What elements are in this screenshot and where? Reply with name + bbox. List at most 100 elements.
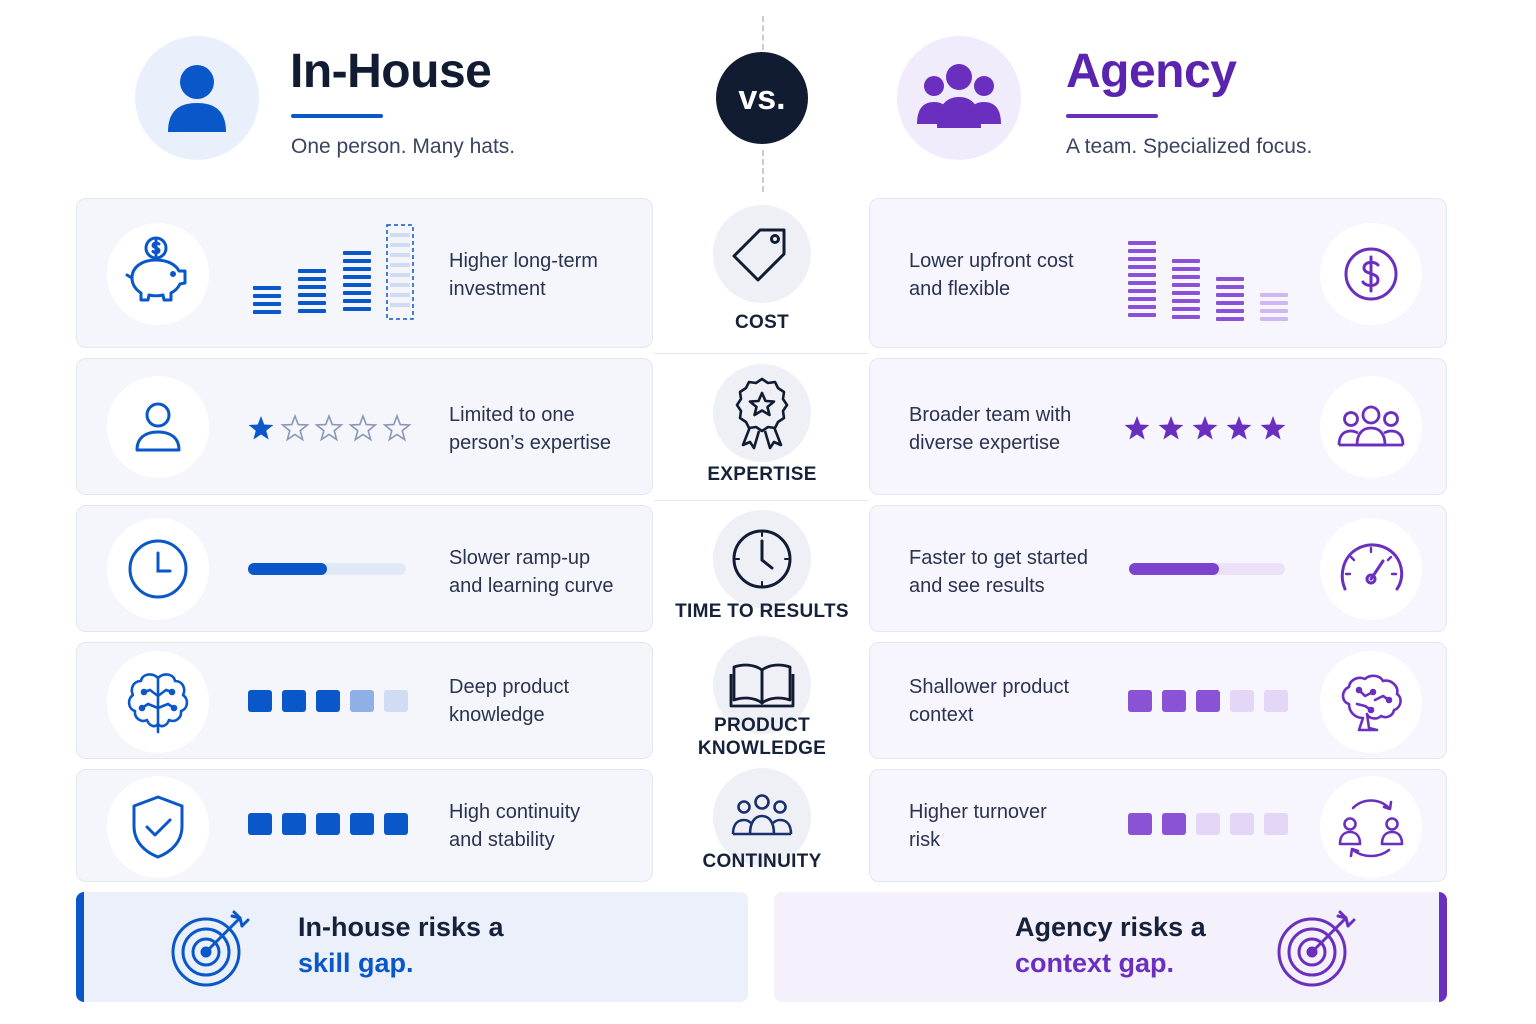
agency-star-2-filled [1158,416,1184,440]
in-house-subtitle: One person. Many hats. [291,135,516,158]
in-house-expertise-line-1: Limited to one [449,404,575,426]
shield-check-icon [132,795,184,859]
in-house-star-4-empty [348,413,378,442]
person-icon [168,65,226,132]
in-house-knowledge-line-1: Deep product [449,676,570,698]
in-house-time-line-1: Slower ramp-up [449,547,591,569]
in-house-expertise-text: Limited to one person’s expertise [449,401,611,457]
agency-cost-line-2: and flexible [909,278,1011,300]
agency-cost-line-1: Lower upfront cost [909,250,1074,272]
agency-time-line-1: Faster to get started [909,547,1088,569]
agency-continuity-level-square-2 [1162,813,1186,835]
group-icon [731,794,793,836]
agency-cost-bars [1128,241,1288,321]
in-house-time-icon-circle [107,518,209,620]
agency-knowledge-line-1: Shallower product [909,676,1070,698]
agency-star-4-filled [1226,416,1252,440]
agency-subtitle: A team. Specialized focus. [1066,135,1313,158]
top-divider [762,16,764,50]
agency-expertise-line-2: diverse expertise [909,432,1061,454]
agency-continuity-level-square-1 [1128,813,1152,835]
clock-icon [128,539,188,599]
agency-risk-text: Agency risks a context gap. [1015,909,1206,981]
agency-continuity-text: Higher turnover risk [909,798,1047,854]
brain-icon [127,673,189,734]
agency-time-icon-circle [1320,518,1422,620]
in-house-star-3-empty [314,413,344,442]
in-house-cost-line-2: investment [449,278,546,300]
expertise-category-circle [713,364,811,462]
in-house-expertise-card: Limited to one person’s expertise [76,358,653,495]
agency-knowledge-icon-circle [1320,651,1422,753]
agency-risk-banner: Agency risks a context gap. [774,892,1447,1002]
in-house-continuity-level-square-5 [384,813,408,835]
agency-knowledge-level [1128,690,1298,712]
cost-category-circle [713,205,811,303]
in-house-cost-text: Higher long-term investment [449,247,598,303]
in-house-expertise-icon-circle [107,376,209,478]
in-house-risk-text: In-house risks a skill gap. [298,909,504,981]
piggy-bank-icon [125,236,187,302]
dollar-coin-icon [1344,247,1398,301]
agency-continuity-level-square-5 [1264,813,1288,835]
agency-knowledge-level-square-2 [1162,690,1186,712]
price-tag-icon [732,228,786,282]
in-house-knowledge-level-square-5 [384,690,408,712]
in-house-continuity-level-square-2 [282,813,306,835]
expertise-category-label: EXPERTISE [707,464,817,485]
agency-time-progress-track [1129,563,1285,575]
team-icon [917,64,1001,128]
agency-risk-line-2: context gap. [1015,948,1175,978]
center-divider [762,150,764,192]
agency-expertise-icon-circle [1320,376,1422,478]
in-house-knowledge-level-square-2 [282,690,306,712]
agency-time-progress-fill [1129,563,1220,575]
clock-icon [732,529,792,589]
in-house-cost-bars [253,224,414,320]
agency-cost-card: Lower upfront cost and flexible [869,198,1447,348]
agency-continuity-level-square-3 [1196,813,1220,835]
in-house-star-2-empty [280,413,310,442]
agency-star-3-filled [1192,416,1218,440]
in-house-continuity-icon-circle [107,776,209,878]
row-separator [654,353,868,354]
in-house-knowledge-level-square-4 [350,690,374,712]
in-house-time-progress-fill [248,563,327,575]
in-house-time-progress-track [248,563,406,575]
continuity-category-label: CONTINUITY [702,851,822,872]
in-house-time-line-2: and learning curve [449,575,614,597]
time-category-label: TIME TO RESULTS [675,601,849,622]
in-house-knowledge-icon-circle [107,651,209,753]
agency-knowledge-card: Shallower product context [869,642,1447,759]
time-category-circle [713,510,811,608]
agency-time-line-2: and see results [909,575,1045,597]
agency-continuity-card: Higher turnover risk [869,769,1447,882]
in-house-cost-line-1: Higher long-term [449,250,598,272]
in-house-star-1-filled [248,416,274,440]
in-house-knowledge-card: Deep product knowledge [76,642,653,759]
open-book-icon [729,663,795,708]
agency-knowledge-text: Shallower product context [909,673,1069,729]
agency-expertise-text: Broader team with diverse expertise [909,401,1071,457]
knowledge-category-label: PRODUCT KNOWLEDGE [654,714,870,760]
in-house-risk-line-1: In-house risks a [298,912,504,942]
agency-knowledge-level-square-4 [1230,690,1254,712]
agency-title: Agency [1066,45,1237,98]
agency-expertise-rating [1124,416,1286,440]
agency-time-card: Faster to get started and see results [869,505,1447,632]
agency-star-1-filled [1124,416,1150,440]
team-outline-icon [1337,405,1405,447]
in-house-continuity-line-2: and stability [449,829,555,851]
agency-time-text: Faster to get started and see results [909,544,1088,600]
agency-knowledge-level-square-3 [1196,690,1220,712]
agency-star-5-filled [1260,416,1286,440]
in-house-continuity-line-1: High continuity [449,801,581,823]
in-house-continuity-text: High continuity and stability [449,798,580,854]
in-house-continuity-level-square-1 [248,813,272,835]
agency-continuity-level [1128,813,1298,835]
knowledge-label-line-2: KNOWLEDGE [697,738,827,759]
in-house-continuity-level-square-3 [316,813,340,835]
in-house-expertise-line-2: person’s expertise [449,432,611,454]
in-house-knowledge-line-2: knowledge [449,704,545,726]
agency-knowledge-level-square-5 [1264,690,1288,712]
